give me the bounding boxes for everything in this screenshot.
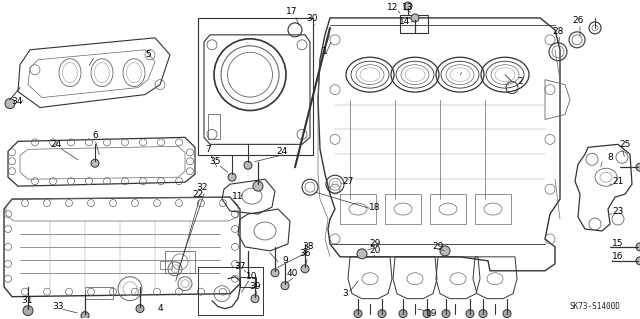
Circle shape — [5, 99, 15, 108]
Circle shape — [399, 310, 407, 318]
Circle shape — [636, 163, 640, 171]
Circle shape — [228, 173, 236, 181]
Circle shape — [253, 181, 263, 191]
Circle shape — [136, 305, 144, 313]
Bar — [160, 261, 172, 269]
Bar — [385, 194, 421, 224]
Text: 5: 5 — [145, 50, 151, 59]
Text: 36: 36 — [300, 249, 311, 258]
Text: 4: 4 — [157, 304, 163, 313]
Bar — [85, 287, 113, 299]
Circle shape — [411, 14, 419, 22]
Text: 10: 10 — [246, 272, 258, 281]
Text: 29: 29 — [369, 239, 381, 249]
Bar — [198, 267, 263, 315]
Bar — [165, 251, 195, 273]
Bar — [240, 277, 256, 287]
Text: 34: 34 — [12, 97, 22, 106]
Text: 23: 23 — [612, 207, 624, 216]
Text: 11: 11 — [232, 192, 244, 201]
Text: 26: 26 — [572, 16, 584, 26]
Circle shape — [357, 249, 367, 259]
Text: 2: 2 — [517, 77, 523, 86]
Text: 37: 37 — [234, 262, 246, 271]
Text: 1: 1 — [322, 47, 328, 56]
Circle shape — [301, 265, 309, 273]
Circle shape — [281, 282, 289, 290]
Text: 6: 6 — [92, 131, 98, 140]
Text: 24: 24 — [51, 140, 61, 149]
Bar — [340, 194, 376, 224]
Text: 30: 30 — [307, 14, 317, 23]
Text: 20: 20 — [369, 246, 381, 256]
Text: 12: 12 — [387, 4, 399, 12]
Text: 22: 22 — [193, 189, 204, 199]
Circle shape — [23, 306, 33, 315]
Text: 31: 31 — [21, 296, 33, 305]
Text: 16: 16 — [612, 252, 624, 261]
Text: 39: 39 — [249, 282, 260, 291]
Bar — [400, 15, 428, 33]
Text: 19: 19 — [426, 309, 438, 318]
Circle shape — [244, 161, 252, 169]
Circle shape — [404, 2, 412, 10]
Circle shape — [91, 159, 99, 167]
Bar — [198, 18, 313, 155]
Circle shape — [354, 310, 362, 318]
Circle shape — [479, 310, 487, 318]
Circle shape — [636, 257, 640, 265]
Text: 33: 33 — [52, 302, 64, 311]
Circle shape — [503, 310, 511, 318]
Text: 17: 17 — [286, 7, 298, 17]
Text: 18: 18 — [369, 203, 381, 211]
Text: 29: 29 — [432, 242, 444, 251]
Text: 14: 14 — [399, 18, 411, 26]
Circle shape — [81, 312, 89, 319]
Text: 25: 25 — [620, 140, 630, 149]
Circle shape — [636, 243, 640, 251]
Circle shape — [423, 310, 431, 318]
Text: 8: 8 — [607, 153, 613, 162]
Text: 28: 28 — [552, 27, 564, 36]
Text: 35: 35 — [209, 157, 221, 166]
Text: 38: 38 — [302, 242, 314, 251]
Bar — [208, 115, 220, 139]
Circle shape — [378, 310, 386, 318]
Circle shape — [442, 310, 450, 318]
Text: 21: 21 — [612, 177, 624, 186]
Text: 13: 13 — [403, 4, 413, 12]
Circle shape — [440, 246, 450, 256]
Text: 3: 3 — [342, 289, 348, 298]
Text: 15: 15 — [612, 239, 624, 249]
Bar — [475, 194, 511, 224]
Text: 7: 7 — [205, 145, 211, 154]
Text: 24: 24 — [276, 147, 287, 156]
Circle shape — [271, 269, 279, 277]
Text: 32: 32 — [196, 183, 208, 192]
Text: 9: 9 — [282, 256, 288, 265]
Circle shape — [251, 295, 259, 303]
Text: 40: 40 — [286, 269, 298, 278]
Circle shape — [466, 310, 474, 318]
Text: 27: 27 — [342, 177, 354, 186]
Text: SK73-S1400D: SK73-S1400D — [569, 302, 620, 311]
Bar — [430, 194, 466, 224]
